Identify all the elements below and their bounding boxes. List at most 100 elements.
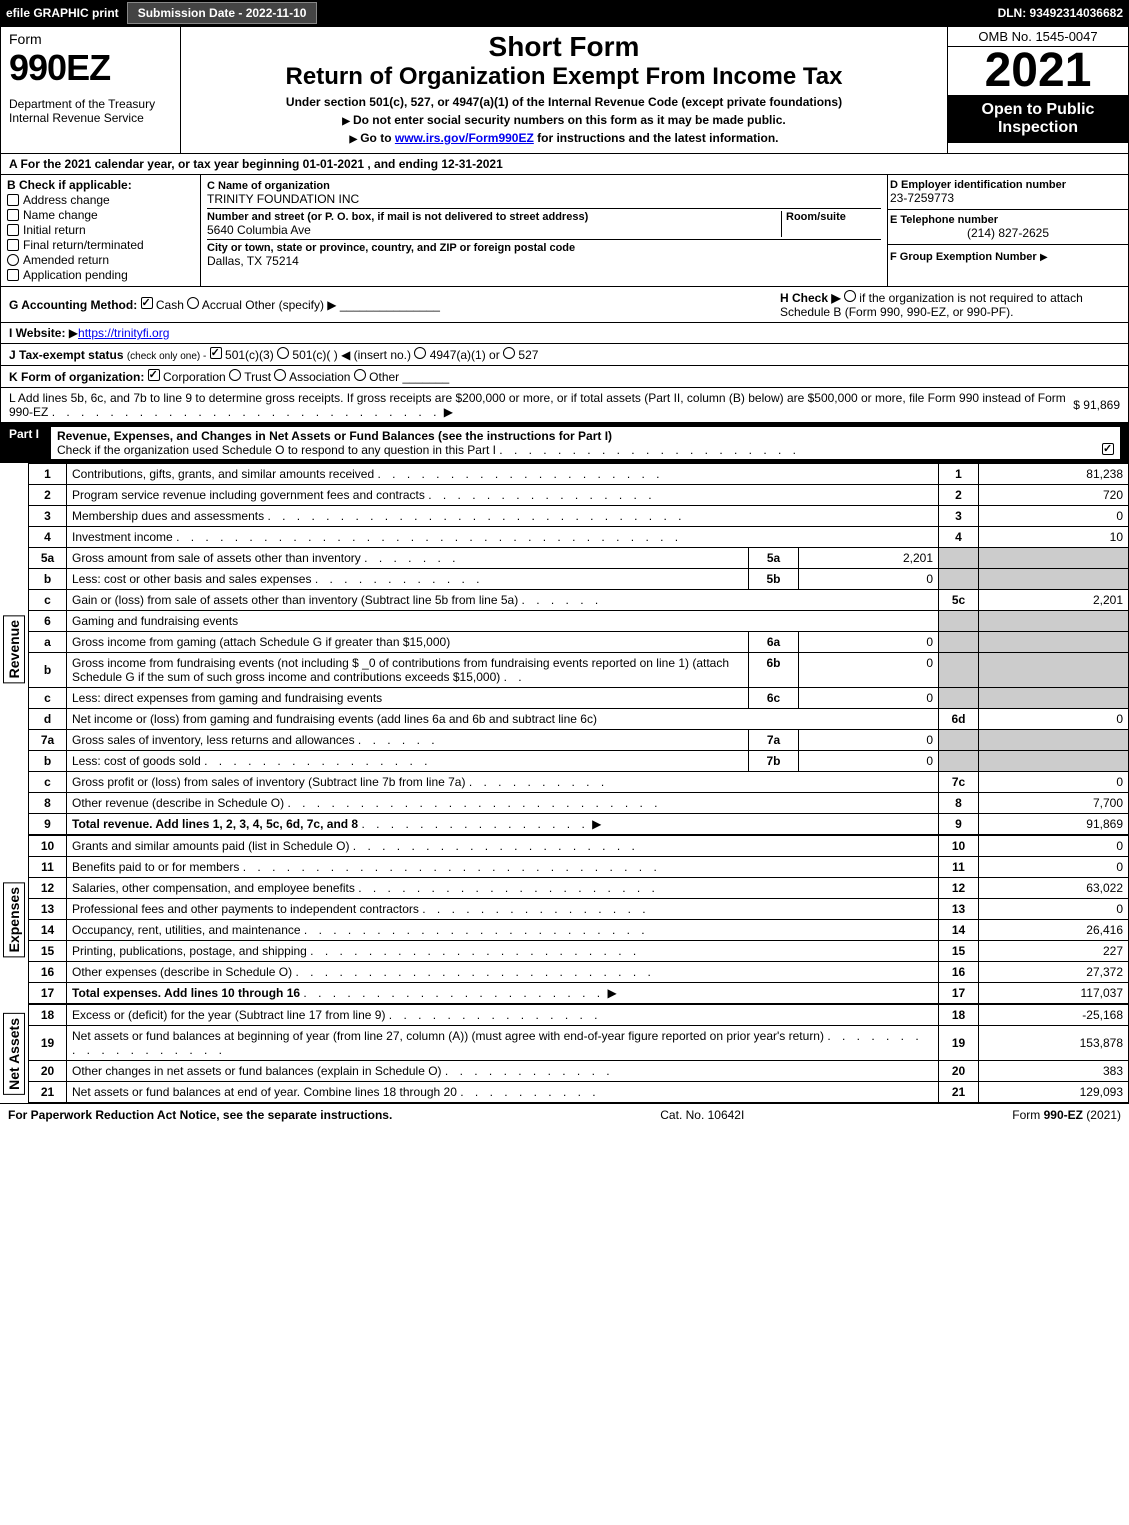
part1-title: Revenue, Expenses, and Changes in Net As… <box>57 429 612 443</box>
line-2-ln: 2 <box>939 485 979 506</box>
line-16-amt: 27,372 <box>979 962 1129 983</box>
line-17-desc: Total expenses. Add lines 10 through 16 <box>72 986 300 1000</box>
section-c: C Name of organization TRINITY FOUNDATIO… <box>201 175 888 286</box>
line-19-desc: Net assets or fund balances at beginning… <box>72 1029 824 1043</box>
line-7c-num: c <box>29 772 67 793</box>
line-7b-desc: Less: cost of goods sold <box>72 754 201 768</box>
line-12-desc: Salaries, other compensation, and employ… <box>72 881 355 895</box>
checkbox-address[interactable] <box>7 194 19 206</box>
line-6d-amt: 0 <box>979 709 1129 730</box>
label-other-method: Other (specify) <box>245 298 324 312</box>
radio-501c[interactable] <box>277 347 289 359</box>
label-assoc: Association <box>289 370 350 384</box>
section-l: L Add lines 5b, 6c, and 7b to line 9 to … <box>0 388 1129 423</box>
line-3-desc: Membership dues and assessments <box>72 509 264 523</box>
line-9-ln: 9 <box>939 814 979 835</box>
radio-schedule-b[interactable] <box>844 290 856 302</box>
line-15-ln: 15 <box>939 941 979 962</box>
line-5c-num: c <box>29 590 67 611</box>
line-18-ln: 18 <box>939 1005 979 1026</box>
city-label: City or town, state or province, country… <box>207 242 881 254</box>
checkbox-initial[interactable] <box>7 224 19 236</box>
radio-527[interactable] <box>503 347 515 359</box>
line-11-amt: 0 <box>979 857 1129 878</box>
radio-4947[interactable] <box>414 347 426 359</box>
line-5b-ln-shaded <box>939 569 979 590</box>
line-8-desc: Other revenue (describe in Schedule O) <box>72 796 284 810</box>
footer-right: Form 990-EZ (2021) <box>1012 1108 1121 1122</box>
footer-mid: Cat. No. 10642I <box>660 1108 744 1122</box>
g-label: G Accounting Method: <box>9 298 137 312</box>
label-amended: Amended return <box>23 253 109 267</box>
line-14-desc: Occupancy, rent, utilities, and maintena… <box>72 923 301 937</box>
radio-assoc[interactable] <box>274 369 286 381</box>
checkbox-final[interactable] <box>7 239 19 251</box>
label-527: 527 <box>518 348 538 362</box>
h-label: H Check ▶ <box>780 291 841 305</box>
line-7b-ln-shaded <box>939 751 979 772</box>
line-11-num: 11 <box>29 857 67 878</box>
line-6-amt-shaded <box>979 611 1129 632</box>
top-bar: efile GRAPHIC print Submission Date - 20… <box>0 0 1129 26</box>
revenue-section: Revenue 1Contributions, gifts, grants, a… <box>0 463 1129 835</box>
dln-label: DLN: 93492314036682 <box>998 6 1123 20</box>
line-1-desc: Contributions, gifts, grants, and simila… <box>72 467 374 481</box>
tax-year: 2021 <box>948 47 1128 95</box>
checkbox-cash[interactable] <box>141 297 153 309</box>
line-13-ln: 13 <box>939 899 979 920</box>
info-grid: B Check if applicable: Address change Na… <box>0 175 1129 287</box>
radio-other-org[interactable] <box>354 369 366 381</box>
line-6b-desc: Gross income from fundraising events (no… <box>72 656 729 684</box>
phone-label: E Telephone number <box>890 214 1126 226</box>
line-5b-num: b <box>29 569 67 590</box>
line-3-ln: 3 <box>939 506 979 527</box>
radio-amended[interactable] <box>7 254 19 266</box>
checkbox-part1-scho[interactable] <box>1102 443 1114 455</box>
line-6-num: 6 <box>29 611 67 632</box>
line-8-amt: 7,700 <box>979 793 1129 814</box>
line-1-num: 1 <box>29 464 67 485</box>
line-12-num: 12 <box>29 878 67 899</box>
line-4-num: 4 <box>29 527 67 548</box>
netassets-section: Net Assets 18Excess or (deficit) for the… <box>0 1004 1129 1103</box>
checkbox-pending[interactable] <box>7 269 19 281</box>
line-6-desc: Gaming and fundraising events <box>67 611 939 632</box>
label-name-change: Name change <box>23 208 98 222</box>
line-6a-mid: 6a <box>748 632 798 652</box>
checkbox-corp[interactable] <box>148 369 160 381</box>
part1-check-text: Check if the organization used Schedule … <box>57 443 496 457</box>
radio-trust[interactable] <box>229 369 241 381</box>
label-final: Final return/terminated <box>23 238 144 252</box>
website-link[interactable]: https://trinityfi.org <box>78 326 169 340</box>
room-label: Room/suite <box>786 211 881 223</box>
line-7a-ln-shaded <box>939 730 979 751</box>
radio-accrual[interactable] <box>187 297 199 309</box>
street-value: 5640 Columbia Ave <box>207 223 781 237</box>
line-13-desc: Professional fees and other payments to … <box>72 902 419 916</box>
checkbox-501c3[interactable] <box>210 347 222 359</box>
line-20-desc: Other changes in net assets or fund bala… <box>72 1064 442 1078</box>
phone-value: (214) 827-2625 <box>890 226 1126 240</box>
line-6d-num: d <box>29 709 67 730</box>
label-corp: Corporation <box>163 370 226 384</box>
line-15-desc: Printing, publications, postage, and shi… <box>72 944 307 958</box>
line-6d-ln: 6d <box>939 709 979 730</box>
line-7c-desc: Gross profit or (loss) from sales of inv… <box>72 775 465 789</box>
line-4-desc: Investment income <box>72 530 173 544</box>
subtitle: Under section 501(c), 527, or 4947(a)(1)… <box>189 95 939 109</box>
checkbox-name[interactable] <box>7 209 19 221</box>
label-pending: Application pending <box>23 268 128 282</box>
line-21-ln: 21 <box>939 1082 979 1103</box>
line-16-num: 16 <box>29 962 67 983</box>
j-label: J Tax-exempt status <box>9 348 124 362</box>
line-12-ln: 12 <box>939 878 979 899</box>
line-13-num: 13 <box>29 899 67 920</box>
city-value: Dallas, TX 75214 <box>207 254 881 268</box>
line-5b-midval: 0 <box>798 569 938 589</box>
line-7b-midval: 0 <box>798 751 938 771</box>
irs-link[interactable]: www.irs.gov/Form990EZ <box>395 131 534 145</box>
line-19-num: 19 <box>29 1026 67 1061</box>
label-initial: Initial return <box>23 223 86 237</box>
expenses-table: 10Grants and similar amounts paid (list … <box>28 835 1129 1004</box>
netassets-side-label: Net Assets <box>3 1013 25 1095</box>
